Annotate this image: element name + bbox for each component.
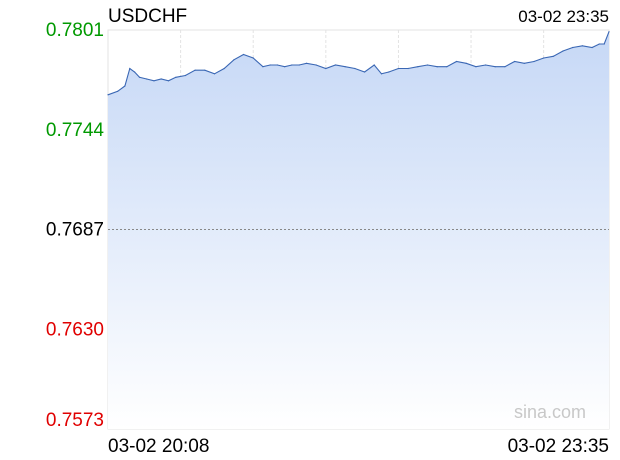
data-point (305, 62, 308, 64)
data-point (194, 69, 196, 71)
data-point (494, 66, 496, 68)
x-axis-ticks: 03-02 20:08 03-02 23:35 (108, 436, 609, 457)
data-point (465, 62, 467, 64)
data-point (117, 90, 119, 92)
data-point (514, 60, 516, 63)
data-point (552, 55, 554, 57)
data-point (184, 74, 186, 77)
data-point (598, 43, 600, 45)
data-point (242, 53, 245, 56)
data-point (543, 57, 545, 59)
data-point (167, 80, 170, 82)
data-point (175, 76, 177, 78)
x-tick-label-start: 03-02 20:08 (108, 436, 209, 457)
data-point (334, 64, 337, 66)
data-point (325, 67, 327, 70)
y-axis-ticks: 0.7801 0.7744 0.7687 0.7630 0.7573 (46, 20, 105, 431)
data-point (364, 71, 366, 73)
data-point (426, 64, 429, 66)
data-point (581, 45, 584, 47)
data-point (533, 60, 535, 63)
chart-timestamp: 03-02 23:35 (518, 7, 609, 26)
data-point (284, 66, 286, 68)
data-point (455, 60, 458, 63)
data-point (344, 66, 346, 68)
y-tick-label: 0.7801 (46, 20, 104, 41)
series-area (108, 31, 609, 429)
data-point (417, 66, 419, 68)
data-point (436, 66, 438, 68)
data-point (269, 64, 271, 66)
data-point (298, 64, 300, 66)
data-point (388, 71, 390, 73)
data-point (608, 31, 610, 33)
data-point (252, 57, 254, 59)
data-point (233, 59, 235, 61)
data-point (107, 94, 109, 96)
data-point (160, 78, 162, 80)
data-point (213, 73, 216, 75)
data-point (354, 67, 356, 70)
data-point (315, 64, 317, 66)
data-point (591, 46, 593, 49)
data-point (138, 76, 141, 78)
data-point (276, 64, 278, 66)
chart-title: USDCHF (108, 6, 187, 27)
data-point (475, 66, 477, 68)
data-point (146, 78, 148, 80)
watermark: sina.com (514, 402, 586, 422)
data-point (485, 64, 487, 66)
y-tick-label: 0.7687 (46, 220, 104, 241)
data-point (572, 46, 574, 49)
y-tick-label: 0.7630 (46, 319, 104, 340)
data-point (134, 71, 136, 73)
data-point (397, 67, 399, 70)
data-point (373, 64, 375, 66)
data-point (504, 66, 506, 68)
data-point (262, 66, 264, 68)
data-point (204, 69, 206, 71)
data-point (380, 73, 383, 75)
data-point (523, 62, 525, 64)
data-point (407, 67, 409, 70)
data-point (153, 80, 155, 82)
y-tick-label: 0.7744 (46, 120, 105, 141)
data-point (223, 67, 225, 70)
data-point (129, 67, 131, 70)
data-point (446, 66, 448, 68)
y-tick-label: 0.7573 (46, 410, 104, 431)
series-points (107, 31, 610, 96)
x-tick-label-end: 03-02 23:35 (508, 436, 609, 457)
data-point (291, 64, 293, 66)
data-point (562, 50, 564, 52)
data-point (124, 85, 126, 87)
data-point (603, 43, 605, 45)
